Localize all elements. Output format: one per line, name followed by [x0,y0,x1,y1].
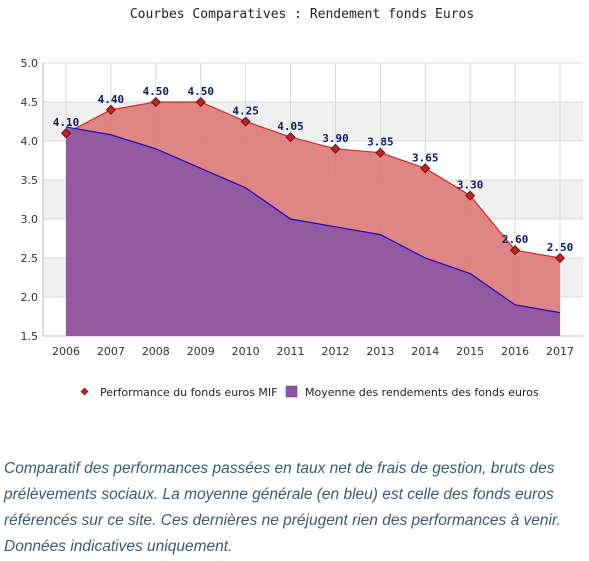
y-tick-label: 3.5 [21,174,39,187]
legend-item-mif: Performance du fonds euros MIF [80,386,277,399]
data-label: 3.85 [367,136,394,149]
data-point-marker [554,252,566,264]
data-label: 4.05 [277,120,304,133]
chart: Courbes Comparatives : Rendement fonds E… [21,7,583,399]
data-label: 4.50 [143,85,170,98]
x-tick-label: 2017 [546,345,574,358]
plot-series [60,96,566,337]
data-point-marker [510,245,521,256]
data-point-marker [420,163,431,174]
line-series-1 [65,126,561,314]
legend-label-average: Moyenne des rendements des fonds euros [305,386,539,399]
legend-swatch-average [285,385,298,398]
x-tick-label: 2007 [97,345,125,358]
line-series-0 [65,101,561,259]
data-point-marker [60,128,72,139]
x-tick-label: 2006 [52,345,80,358]
data-point-marker [285,132,296,143]
data-label: 4.40 [98,93,125,106]
y-tick-label: 1.5 [21,330,39,343]
data-point-marker [240,116,251,127]
area-series-1 [66,126,560,337]
y-tick-label: 4.5 [21,96,39,109]
y-tick-label: 2.0 [21,291,39,304]
data-point-marker [150,96,161,108]
legend-item-average: Moyenne des rendements des fonds euros [285,385,539,399]
data-label: 4.10 [53,116,80,129]
data-label: 2.60 [502,233,529,246]
x-tick-label: 2014 [411,345,439,358]
y-tick-label: 2.5 [21,252,39,265]
chart-caption: Comparatif des performances passées en t… [4,460,561,555]
chart-title: Courbes Comparatives : Rendement fonds E… [130,7,474,22]
x-tick-label: 2016 [501,345,529,358]
legend: Performance du fonds euros MIF Moyenne d… [80,385,539,399]
data-label: 3.90 [322,132,349,145]
data-label: 4.50 [187,85,214,98]
x-tick-label: 2013 [366,345,394,358]
data-point-marker [375,147,386,158]
x-tick-label: 2010 [232,345,260,358]
y-tick-label: 5.0 [21,57,39,70]
data-label: 3.65 [412,151,439,164]
data-label: 2.50 [547,241,574,254]
data-label: 4.25 [232,105,259,118]
x-tick-label: 2008 [142,345,170,358]
data-point-marker [195,96,206,108]
x-tick-label: 2011 [277,345,305,358]
x-tick-label: 2012 [321,345,349,358]
legend-marker-mif [80,387,89,396]
legend-label-mif: Performance du fonds euros MIF [100,386,277,399]
x-tick-label: 2009 [187,345,215,358]
data-point-marker [330,143,341,154]
data-point-marker [105,104,116,115]
plot-labels: 4.10 4.40 4.50 4.50 4.25 4.05 3.90 3.85 3.65 3.30… [53,85,574,254]
data-point-marker [465,190,476,201]
data-label: 3.30 [457,179,484,192]
y-tick-label: 3.0 [21,213,39,226]
x-tick-label: 2015 [456,345,484,358]
y-tick-label: 4.0 [21,135,39,148]
